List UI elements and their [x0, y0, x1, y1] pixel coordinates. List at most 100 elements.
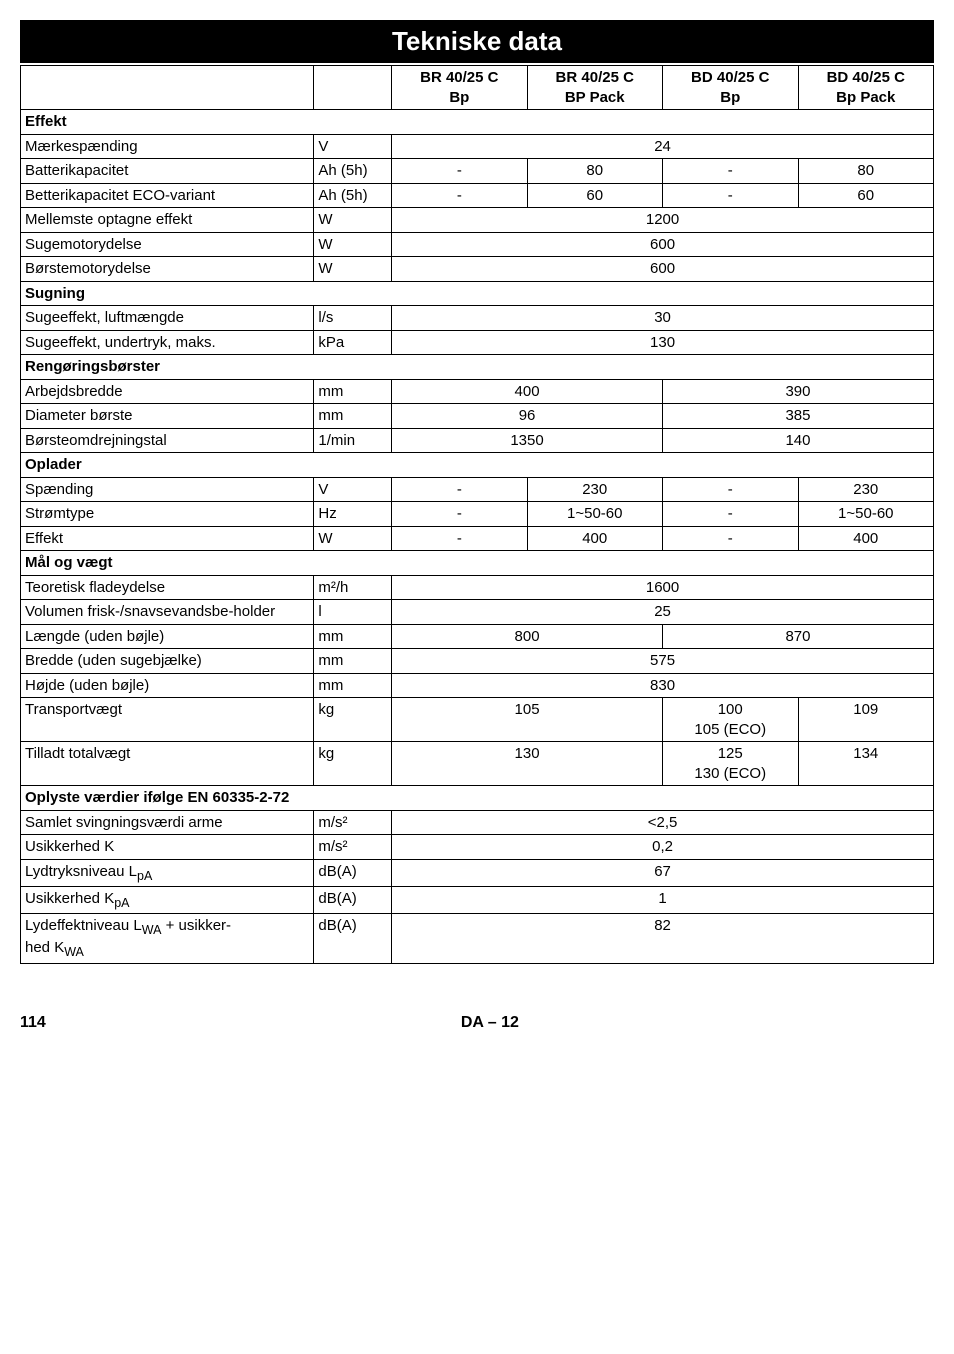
- v2: 80: [527, 159, 662, 184]
- row-maerke: Mærkespænding V 24: [21, 134, 934, 159]
- label: Arbejdsbredde: [21, 379, 314, 404]
- row-samlet: Samlet svingningsværdi arme m/s² <2,5: [21, 810, 934, 835]
- v1: -: [392, 502, 527, 527]
- unit: dB(A): [314, 886, 392, 913]
- unit: kg: [314, 698, 392, 742]
- label: Spænding: [21, 477, 314, 502]
- row-lydeffekt: Lydeffektniveau LWA + usikker-hed KWA dB…: [21, 914, 934, 964]
- unit: kPa: [314, 330, 392, 355]
- label: Transportvægt: [21, 698, 314, 742]
- unit: W: [314, 257, 392, 282]
- row-bredde: Bredde (uden sugebjælke) mm 575: [21, 649, 934, 674]
- label: Usikkerhed K: [21, 835, 314, 860]
- unit: l/s: [314, 306, 392, 331]
- val: 1: [392, 886, 934, 913]
- unit: mm: [314, 624, 392, 649]
- v1: -: [392, 526, 527, 551]
- v4: 109: [798, 698, 933, 742]
- label: Tilladt totalvægt: [21, 742, 314, 786]
- row-effekt2: Effekt W - 400 - 400: [21, 526, 934, 551]
- unit: Ah (5h): [314, 183, 392, 208]
- unit: Hz: [314, 502, 392, 527]
- v4: 60: [798, 183, 933, 208]
- v4: 230: [798, 477, 933, 502]
- v3: -: [662, 183, 798, 208]
- val: 600: [392, 232, 934, 257]
- label: Usikkerhed KpA: [21, 886, 314, 913]
- v3: 100105 (ECO): [662, 698, 798, 742]
- val: 30: [392, 306, 934, 331]
- val: 830: [392, 673, 934, 698]
- unit: mm: [314, 404, 392, 429]
- header-c2: BR 40/25 CBP Pack: [527, 66, 662, 110]
- v3: -: [662, 159, 798, 184]
- v3: -: [662, 477, 798, 502]
- row-teoretisk: Teoretisk fladeydelse m²/h 1600: [21, 575, 934, 600]
- row-stromtype: Strømtype Hz - 1~50-60 - 1~50-60: [21, 502, 934, 527]
- label: Batterikapacitet: [21, 159, 314, 184]
- section-rengoring: Rengøringsbørster: [21, 355, 934, 380]
- row-borsteom: Børsteomdrejningstal 1/min 1350 140: [21, 428, 934, 453]
- unit: m²/h: [314, 575, 392, 600]
- row-volumen: Volumen frisk-/snavsevandsbe-holder l 25: [21, 600, 934, 625]
- header-c1: BR 40/25 CBp: [392, 66, 527, 110]
- section-oplyste: Oplyste værdier ifølge EN 60335-2-72: [21, 786, 934, 811]
- label: Bredde (uden sugebjælke): [21, 649, 314, 674]
- val: 0,2: [392, 835, 934, 860]
- row-laengde: Længde (uden bøjle) mm 800 870: [21, 624, 934, 649]
- label: Sugemotorydelse: [21, 232, 314, 257]
- val: 25: [392, 600, 934, 625]
- val: 1600: [392, 575, 934, 600]
- v12: 1350: [392, 428, 663, 453]
- label: Sugeeffekt, luftmængde: [21, 306, 314, 331]
- v1: -: [392, 477, 527, 502]
- row-borstemotor: Børstemotorydelse W 600: [21, 257, 934, 282]
- unit: mm: [314, 379, 392, 404]
- unit: kg: [314, 742, 392, 786]
- val: 575: [392, 649, 934, 674]
- page-code: DA – 12: [20, 1014, 934, 1032]
- header-c3: BD 40/25 CBp: [662, 66, 798, 110]
- v12: 96: [392, 404, 663, 429]
- header-row: BR 40/25 CBp BR 40/25 CBP Pack BD 40/25 …: [21, 66, 934, 110]
- v12: 400: [392, 379, 663, 404]
- val: 67: [392, 859, 934, 886]
- v3: -: [662, 502, 798, 527]
- label: Lydtryksniveau LpA: [21, 859, 314, 886]
- v1: -: [392, 159, 527, 184]
- label: Diameter børste: [21, 404, 314, 429]
- label: Børstemotorydelse: [21, 257, 314, 282]
- row-sugeunder: Sugeeffekt, undertryk, maks. kPa 130: [21, 330, 934, 355]
- row-battkap: Batterikapacitet Ah (5h) - 80 - 80: [21, 159, 934, 184]
- unit: W: [314, 232, 392, 257]
- row-sugeluft: Sugeeffekt, luftmængde l/s 30: [21, 306, 934, 331]
- footer: 114 DA – 12: [20, 1014, 934, 1032]
- v4: 134: [798, 742, 933, 786]
- val: 130: [392, 330, 934, 355]
- unit: 1/min: [314, 428, 392, 453]
- title-bar: Tekniske data: [20, 20, 934, 63]
- v34: 140: [662, 428, 933, 453]
- header-c4: BD 40/25 CBp Pack: [798, 66, 933, 110]
- v4: 80: [798, 159, 933, 184]
- val: 1200: [392, 208, 934, 233]
- v1: -: [392, 183, 527, 208]
- v2: 400: [527, 526, 662, 551]
- label: Mellemste optagne effekt: [21, 208, 314, 233]
- label: Strømtype: [21, 502, 314, 527]
- row-hojde: Højde (uden bøjle) mm 830: [21, 673, 934, 698]
- row-usikkpa: Usikkerhed KpA dB(A) 1: [21, 886, 934, 913]
- row-sugemotor: Sugemotorydelse W 600: [21, 232, 934, 257]
- spec-table: BR 40/25 CBp BR 40/25 CBP Pack BD 40/25 …: [20, 65, 934, 964]
- v3: 125130 (ECO): [662, 742, 798, 786]
- label: Betterikapacitet ECO-variant: [21, 183, 314, 208]
- v34: 870: [662, 624, 933, 649]
- section-oplader: Oplader: [21, 453, 934, 478]
- v4: 1~50-60: [798, 502, 933, 527]
- row-spaend: Spænding V - 230 - 230: [21, 477, 934, 502]
- val: 82: [392, 914, 934, 964]
- row-lydtryk: Lydtryksniveau LpA dB(A) 67: [21, 859, 934, 886]
- unit: mm: [314, 673, 392, 698]
- unit: m/s²: [314, 835, 392, 860]
- unit: V: [314, 134, 392, 159]
